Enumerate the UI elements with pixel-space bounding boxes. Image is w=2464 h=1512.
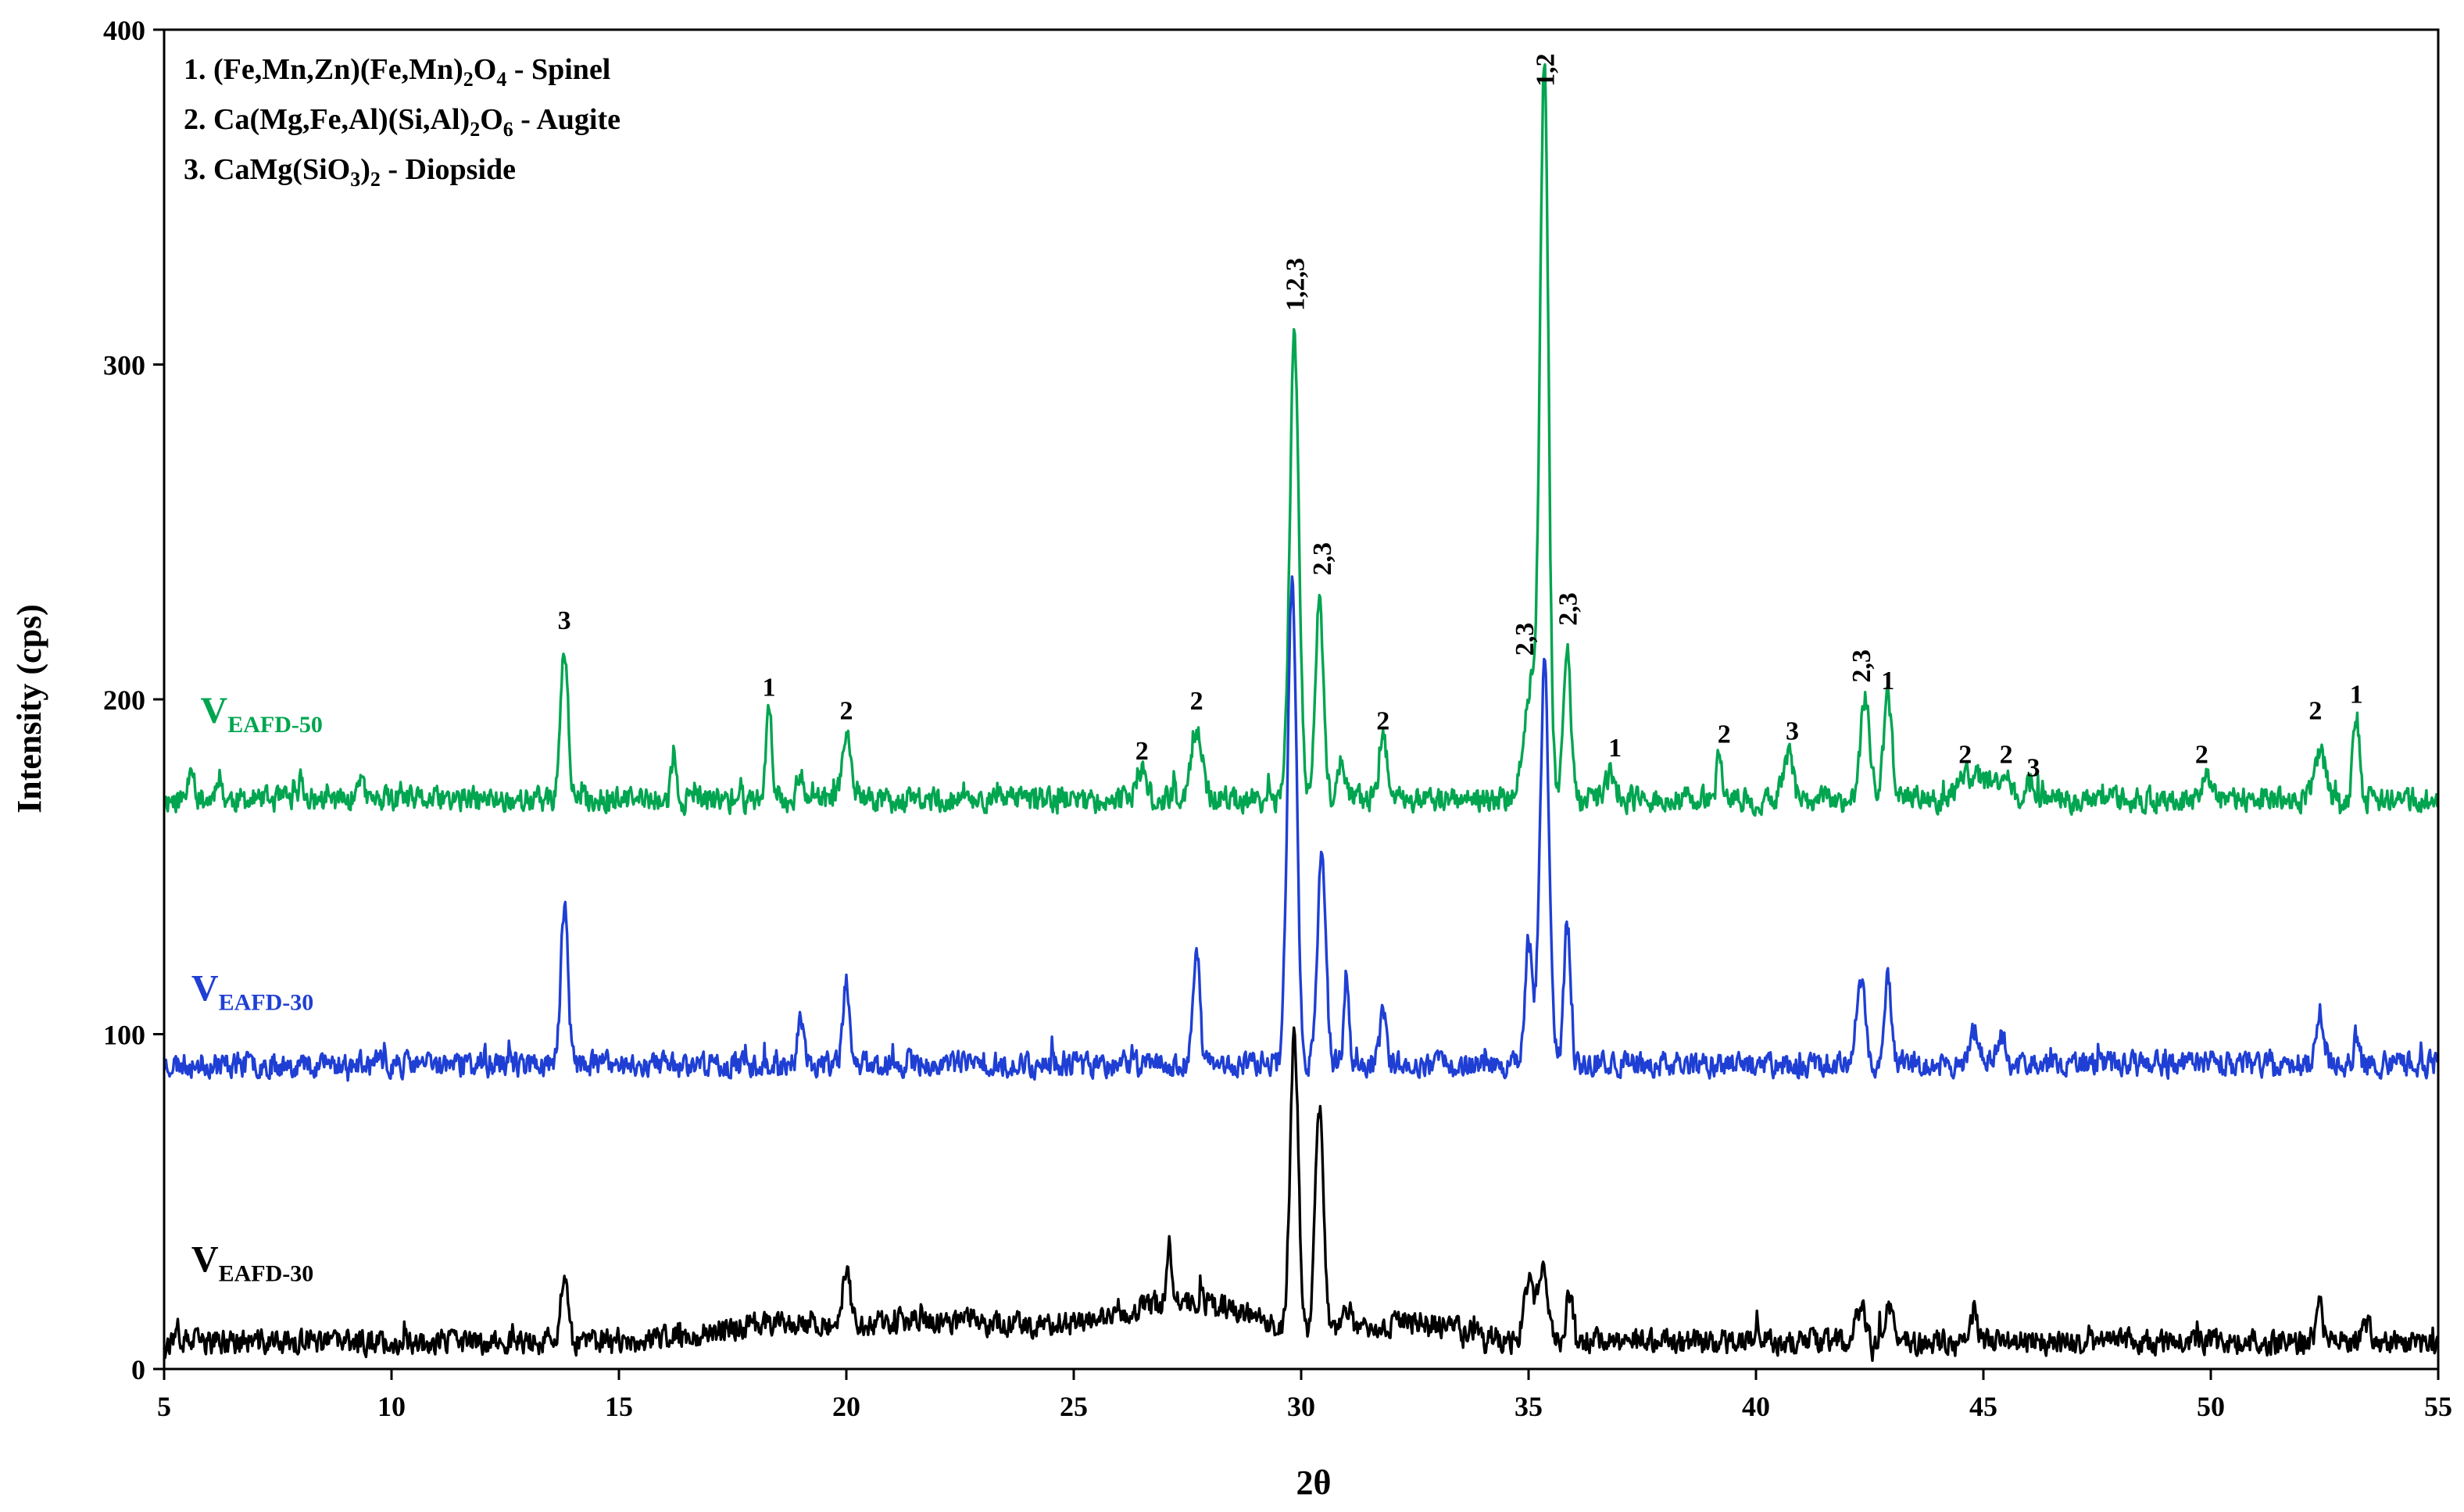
peak-label: 1 (1881, 667, 1894, 695)
peak-label: 2,3 (1511, 623, 1540, 656)
legend: 1. (Fe,Mn,Zn)(Fe,Mn)2O4 - Spinel 2. Ca(Mg… (184, 53, 620, 191)
x-axis: 5 10 15 20 25 30 35 40 45 50 55 (157, 1369, 2452, 1422)
peak-label: 2 (2195, 740, 2208, 769)
series-labels: VEAFD-50 VEAFD-30 VEAFD-30 (191, 690, 323, 1287)
peak-label: 1 (2350, 680, 2363, 709)
peak-label: 1,2 (1531, 53, 1560, 87)
series-name-2: VEAFD-30 (191, 968, 313, 1016)
peak-label: 3 (558, 606, 571, 635)
x-tick-label: 5 (157, 1391, 171, 1422)
x-tick-label: 50 (2197, 1391, 2225, 1422)
x-tick-label: 25 (1060, 1391, 1088, 1422)
peak-label: 2 (1958, 740, 1972, 769)
legend-entry-1: 1. (Fe,Mn,Zn)(Fe,Mn)2O4 - Spinel (184, 53, 610, 91)
legend-entry-3: 3. CaMg(SiO3)2 - Diopside (184, 153, 516, 191)
legend-entry-2: 2. Ca(Mg,Fe,Al)(Si,Al)2O6 - Augite (184, 103, 620, 141)
x-tick-label: 45 (1969, 1391, 1997, 1422)
peak-label: 1 (1608, 734, 1622, 763)
peak-label: 2 (1718, 720, 1731, 749)
y-tick-label: 400 (103, 15, 145, 46)
peak-label: 2 (1190, 687, 1203, 716)
peak-label: 2,3 (1308, 542, 1337, 576)
y-tick-label: 100 (103, 1020, 145, 1051)
series-line-2 (163, 575, 2439, 1082)
peak-label: 3 (1786, 717, 1799, 745)
x-tick-label: 15 (605, 1391, 633, 1422)
y-axis-title: Intensity (cps) (10, 604, 48, 813)
peak-label: 2 (1135, 737, 1149, 766)
x-tick-label: 20 (832, 1391, 860, 1422)
peak-label: 2,3 (1554, 592, 1582, 626)
x-tick-label: 30 (1287, 1391, 1315, 1422)
peak-label: 1 (763, 674, 776, 702)
x-tick-label: 10 (377, 1391, 406, 1422)
x-tick-label: 35 (1515, 1391, 1543, 1422)
y-tick-label: 300 (103, 350, 145, 381)
y-axis: 0 100 200 300 400 (103, 15, 164, 1385)
y-tick-label: 0 (131, 1354, 145, 1385)
peak-label: 2 (2308, 697, 2322, 726)
series-name-3: VEAFD-30 (191, 1239, 313, 1287)
x-tick-label: 40 (1742, 1391, 1770, 1422)
x-axis-title: 2θ (1296, 1464, 1332, 1502)
series-line-1 (163, 63, 2439, 817)
series-traces (163, 63, 2440, 1362)
y-tick-label: 200 (103, 685, 145, 716)
x-tick-label: 55 (2424, 1391, 2452, 1422)
peak-label: 2 (840, 697, 853, 726)
peak-label: 2 (2000, 740, 2013, 769)
peak-label: 2 (1376, 707, 1389, 736)
peak-label: 2,3 (1847, 649, 1876, 683)
peak-label: 1,2,3 (1281, 258, 1310, 311)
peak-label: 3 (2027, 754, 2040, 783)
series-line-3 (163, 1026, 2440, 1362)
series-name-1: VEAFD-50 (201, 690, 323, 738)
